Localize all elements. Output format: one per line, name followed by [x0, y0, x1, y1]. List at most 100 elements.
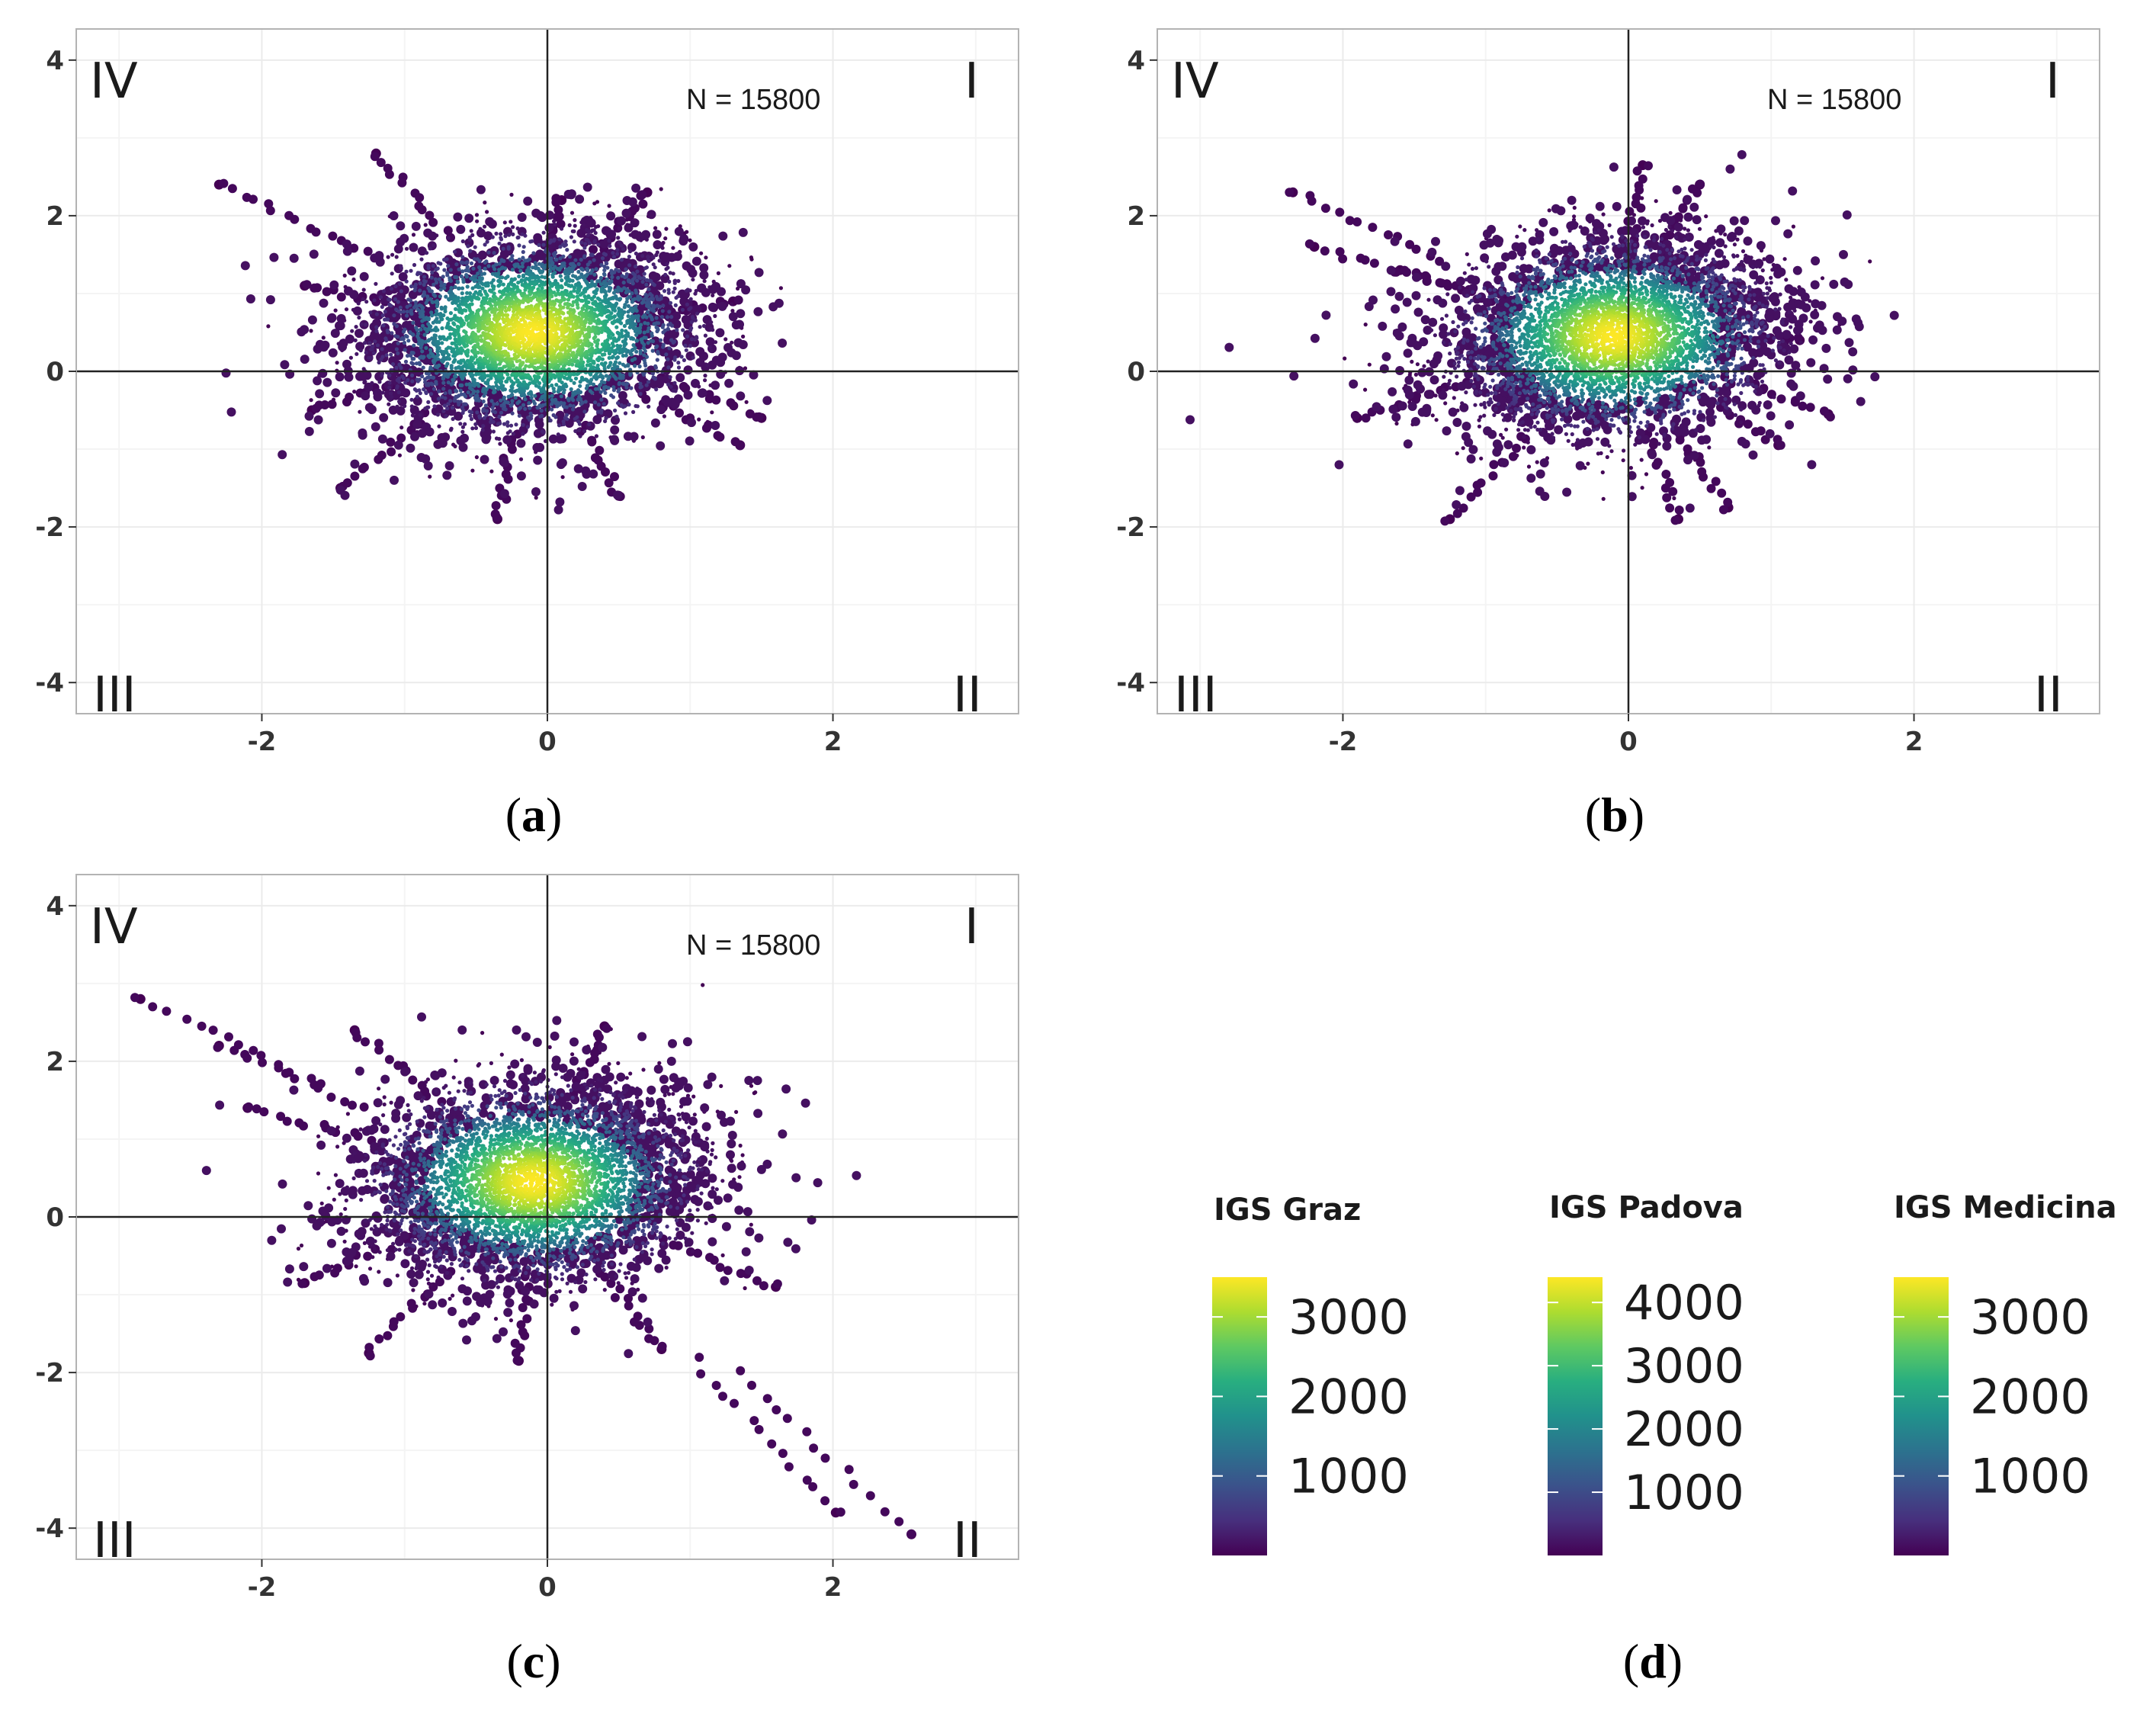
scatter-point	[430, 289, 434, 293]
scatter-point	[610, 435, 619, 444]
scatter-point	[241, 261, 250, 270]
scatter-point	[640, 254, 644, 258]
scatter-point	[492, 429, 496, 433]
scatter-point	[278, 450, 287, 459]
scatter-point	[492, 501, 501, 510]
scatter-point	[586, 233, 590, 237]
scatter-point	[475, 455, 479, 459]
scatter-point	[475, 213, 479, 217]
scatter-point	[519, 457, 523, 461]
scatter-point	[314, 416, 323, 425]
scatter-point	[313, 376, 322, 385]
scatter-point	[442, 470, 451, 480]
scatter-point	[347, 266, 356, 275]
scatter-point	[530, 396, 534, 400]
scatter-point	[616, 401, 620, 405]
scatter-point	[459, 389, 463, 393]
scatter-point	[404, 270, 408, 274]
scatter-point	[441, 274, 445, 278]
scatter-point	[550, 398, 554, 402]
scatter-point	[703, 378, 707, 382]
scatter-point	[406, 310, 409, 313]
scatter-point	[411, 413, 415, 417]
scatter-point	[463, 422, 467, 426]
scatter-point	[385, 170, 394, 179]
scatter-point	[360, 272, 369, 281]
scatter-point	[533, 456, 542, 465]
scatter-point	[730, 302, 733, 306]
scatter-point	[618, 387, 621, 391]
scatter-point	[537, 243, 541, 247]
scatter-point	[386, 317, 390, 321]
scatter-point	[398, 282, 402, 286]
scatter-point	[639, 392, 643, 396]
scatter-point	[343, 274, 347, 278]
scatter-point	[374, 326, 378, 329]
scatter-point	[329, 348, 338, 358]
scatter-point	[589, 389, 592, 393]
scatter-point	[663, 236, 667, 240]
scatter-point	[551, 267, 555, 271]
scatter-point	[510, 403, 514, 406]
scatter-point	[422, 283, 426, 287]
scatter-point	[410, 432, 419, 441]
scatter-point	[667, 310, 671, 313]
scatter-point	[661, 330, 665, 334]
scatter-point	[335, 372, 345, 381]
scatter-point	[432, 243, 435, 247]
scatter-point	[485, 210, 489, 213]
scatter-point	[592, 258, 596, 262]
scatter-point	[684, 365, 693, 374]
scatter-point	[364, 351, 368, 355]
scatter-point	[568, 255, 572, 258]
scatter-point	[517, 243, 521, 247]
scatter-point	[630, 300, 634, 303]
scatter-point	[454, 275, 458, 279]
scatter-point	[380, 347, 384, 351]
scatter-point	[727, 264, 731, 268]
scatter-point	[425, 251, 428, 255]
scatter-point	[381, 313, 385, 317]
scatter-point	[397, 178, 406, 188]
scatter-point	[352, 390, 356, 393]
scatter-point	[483, 242, 487, 246]
scatter-point	[441, 409, 445, 413]
scatter-point	[592, 273, 596, 277]
scatter-point	[579, 240, 583, 244]
scatter-point	[390, 271, 394, 275]
scatter-point	[384, 339, 388, 342]
scatter-point	[768, 302, 778, 311]
scatter-point	[565, 413, 569, 417]
scatter-point	[540, 414, 544, 418]
scatter-point	[349, 356, 353, 360]
scatter-point	[544, 223, 553, 233]
scatter-point	[584, 400, 588, 403]
scatter-point	[387, 374, 391, 377]
scatter-point	[577, 395, 581, 399]
scatter-point	[489, 417, 492, 421]
scatter-point	[482, 407, 486, 411]
scatter-point	[437, 425, 441, 429]
scatter-point	[687, 418, 696, 427]
scatter-point	[739, 228, 748, 237]
scatter-point	[553, 223, 557, 226]
scatter-point	[510, 399, 514, 403]
scatter-point	[369, 356, 373, 360]
scatter-point	[531, 400, 535, 403]
scatter-point	[656, 441, 665, 451]
scatter-point	[535, 420, 544, 429]
scatter-point	[509, 258, 512, 262]
scatter-point	[589, 470, 598, 479]
scatter-point	[410, 404, 414, 408]
scatter-point	[602, 402, 606, 406]
scatter-point	[434, 380, 438, 384]
scatter-point	[425, 301, 428, 305]
scatter-point	[322, 335, 326, 339]
scatter-point	[482, 438, 486, 442]
scatter-point	[511, 412, 515, 416]
scatter-point	[641, 280, 645, 284]
scatter-point	[595, 446, 604, 455]
scatter-point	[589, 271, 593, 274]
scatter-point	[432, 283, 435, 287]
scatter-point	[521, 265, 525, 268]
